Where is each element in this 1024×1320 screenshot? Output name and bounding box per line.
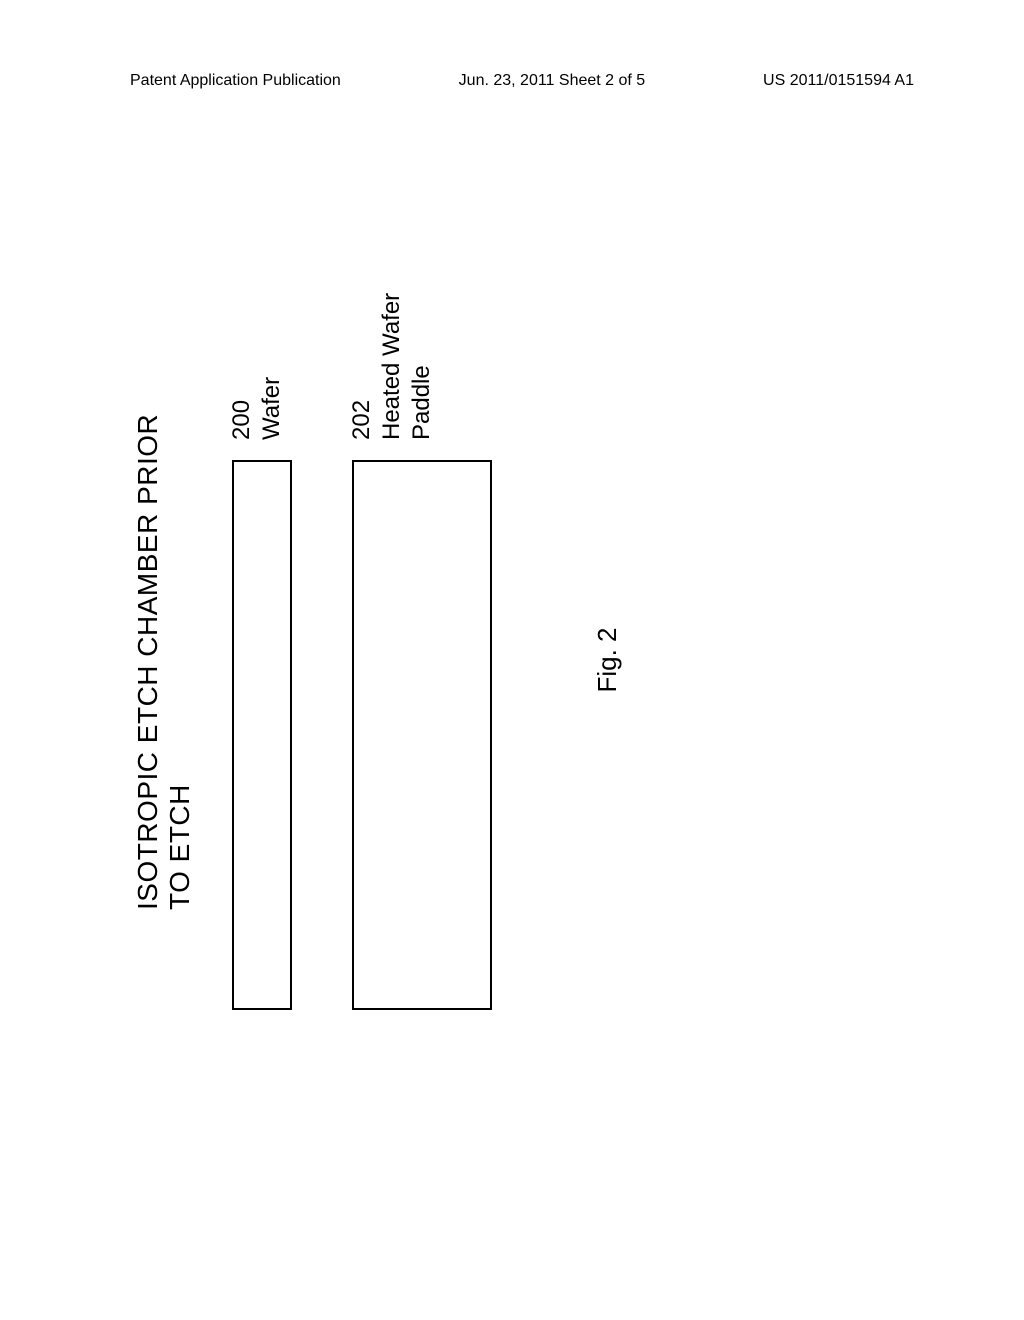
rotated-figure-content: ISOTROPIC ETCH CHAMBER PRIOR TO ETCH 200…	[122, 160, 902, 1160]
paddle-label-line1: Heated Wafer	[377, 293, 407, 440]
paddle-ref-number: 202	[347, 293, 377, 440]
paddle-rectangle	[352, 460, 492, 1010]
header-center: Jun. 23, 2011 Sheet 2 of 5	[459, 72, 646, 90]
wafer-label: Wafer	[257, 377, 287, 440]
wafer-ref-number: 200	[227, 377, 257, 440]
wafer-label-group: 200 Wafer	[227, 377, 287, 440]
diagram-title: ISOTROPIC ETCH CHAMBER PRIOR TO ETCH	[132, 410, 196, 910]
page-header: Patent Application Publication Jun. 23, …	[0, 72, 1024, 90]
paddle-label-line2: Paddle	[407, 293, 437, 440]
header-left: Patent Application Publication	[130, 72, 341, 90]
header-right: US 2011/0151594 A1	[763, 72, 914, 90]
wafer-rectangle	[232, 460, 292, 1010]
figure-caption: Fig. 2	[592, 627, 623, 692]
paddle-label-group: 202 Heated Wafer Paddle	[347, 293, 437, 440]
